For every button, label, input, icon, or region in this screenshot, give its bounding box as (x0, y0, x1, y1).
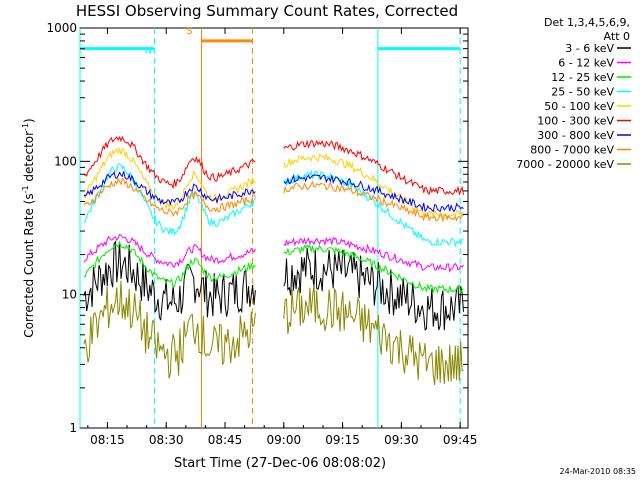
x-tick-label: 09:30 (384, 433, 419, 447)
x-tick-label: 08:15 (90, 433, 125, 447)
series-layer (83, 135, 464, 385)
legend-title-line2: Att 0 (604, 30, 630, 43)
series-line (283, 169, 464, 248)
y-tick-label: 10 (62, 288, 77, 302)
x-tick-label: 08:45 (208, 433, 243, 447)
x-tick-label: 09:45 (443, 433, 478, 447)
series-line (283, 236, 464, 273)
series-line (83, 233, 256, 268)
timestamp: 24-Mar-2010 08:35 (560, 467, 637, 476)
x-tick-label: 09:15 (325, 433, 360, 447)
legend: Det 1,3,4,5,6,9, Att 0 3 - 6 keV 6 - 12 k… (516, 16, 631, 171)
legend-label: 50 - 100 keV (544, 100, 614, 113)
legend-label: 300 - 800 keV (537, 129, 614, 142)
series-line (83, 135, 256, 190)
y-tick-label: 1 (69, 421, 77, 435)
legend-label: 800 - 7000 keV (530, 144, 614, 157)
legend-label: 3 - 6 keV (565, 42, 614, 55)
series-line (283, 284, 464, 385)
annotation-label: N (145, 46, 152, 57)
series-line (83, 240, 256, 321)
series-line (83, 280, 256, 379)
series-line (283, 174, 464, 213)
legend-label: 100 - 300 keV (537, 115, 614, 128)
series-line (283, 139, 464, 196)
legend-label: 25 - 50 keV (551, 86, 614, 99)
series-line (283, 152, 464, 219)
y-tick-label: 1000 (46, 21, 77, 35)
series-line (83, 163, 256, 236)
y-axis: 1 10 100 1000 (46, 21, 468, 435)
x-axis-label: Start Time (27-Dec-06 08:08:02) (174, 456, 386, 471)
annotation-layer: NS (79, 26, 461, 428)
x-tick-label: 09:00 (267, 433, 302, 447)
chart-title: HESSI Observing Summary Count Rates, Cor… (76, 2, 458, 20)
y-tick-label: 100 (54, 154, 77, 168)
series-line (283, 180, 464, 223)
series-line (83, 177, 256, 218)
series-line (83, 240, 256, 288)
x-axis: 08:15 08:30 08:45 09:00 09:15 09:30 09:45 (87, 28, 478, 447)
x-tick-label: 08:30 (149, 433, 184, 447)
legend-label: 7000 - 20000 keV (516, 158, 614, 171)
legend-title-line1: Det 1,3,4,5,6,9, (544, 16, 630, 29)
series-line (83, 146, 256, 211)
legend-label: 12 - 25 keV (551, 71, 614, 84)
series-line (83, 171, 256, 207)
series-line (283, 243, 464, 295)
annotation-label: S (186, 26, 192, 37)
legend-label: 6 - 12 keV (558, 57, 614, 70)
y-axis-label: Corrected Count Rate (s-1 detector-1) (21, 118, 36, 337)
